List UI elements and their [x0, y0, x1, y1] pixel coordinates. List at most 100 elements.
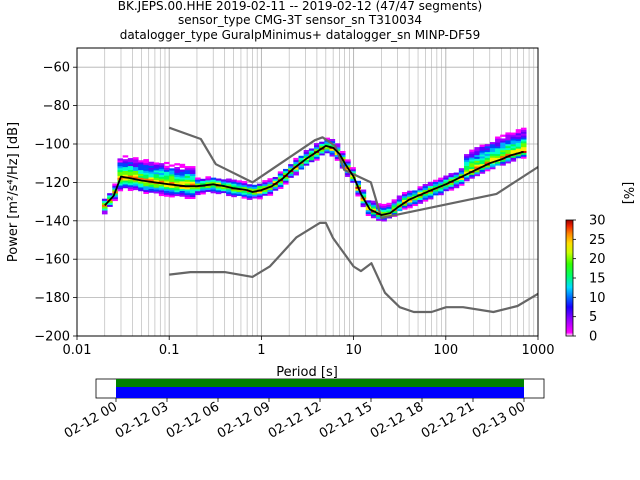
heatmap-cell: [515, 142, 522, 145]
heatmap-cell: [422, 197, 429, 200]
heatmap-cell: [432, 189, 439, 192]
heatmap-cell: [153, 179, 160, 182]
heatmap-cell: [246, 197, 253, 200]
heatmap-cell: [122, 170, 129, 173]
heatmap-cell: [174, 178, 180, 181]
heatmap-cell: [251, 192, 258, 195]
heatmap-cell: [510, 151, 517, 154]
heatmap-cell: [101, 212, 108, 215]
heatmap-cell: [438, 187, 444, 190]
heatmap-cell: [158, 188, 165, 191]
heatmap-cell: [386, 202, 393, 206]
heatmap-cell: [308, 159, 315, 163]
heatmap-cell: [184, 179, 191, 182]
heatmap-cell: [122, 186, 129, 189]
heatmap-cell: [474, 152, 480, 156]
heatmap-cell: [355, 182, 362, 185]
heatmap-cell: [298, 163, 305, 166]
heatmap-cell: [401, 197, 408, 201]
heatmap-cell: [484, 149, 491, 153]
y-tick-label: −140: [34, 214, 70, 229]
heatmap-cell: [510, 144, 517, 147]
heatmap-cell: [277, 184, 284, 188]
heatmap-cell: [189, 183, 196, 186]
heatmap-cell: [401, 193, 408, 197]
heatmap-cell: [355, 180, 362, 184]
heatmap-cell: [138, 185, 144, 188]
heatmap-cell: [117, 164, 124, 167]
heatmap-cell: [520, 127, 527, 130]
heatmap-cell: [469, 176, 475, 179]
heatmap-cell: [474, 149, 480, 152]
heatmap-cell: [220, 190, 227, 194]
heatmap-cell: [169, 164, 175, 167]
heatmap-cell: [164, 177, 170, 180]
heatmap-cell: [184, 168, 191, 171]
heatmap-cell: [184, 191, 191, 194]
heatmap-cell: [220, 181, 227, 184]
heatmap-cell: [448, 186, 455, 189]
heatmap-cell: [179, 188, 186, 191]
heatmap-cell: [117, 160, 124, 163]
heatmap-cell: [520, 146, 527, 150]
heatmap-cell: [241, 186, 248, 190]
heatmap-cell: [127, 188, 134, 192]
heatmap-cell: [189, 179, 196, 182]
heatmap-cell: [101, 208, 108, 211]
heatmap-cell: [505, 157, 512, 160]
heatmap-cell: [520, 137, 527, 140]
heatmap-cell: [138, 165, 144, 169]
time-tick-label: 02-12 12: [266, 399, 324, 441]
heatmap-cell: [210, 189, 217, 192]
heatmap-cell: [200, 178, 206, 182]
heatmap-cell: [458, 183, 465, 186]
heatmap-cell: [112, 198, 118, 202]
heatmap-cell: [401, 199, 408, 202]
heatmap-cell: [510, 134, 517, 137]
heatmap-cell: [143, 166, 149, 169]
heatmap-cell: [308, 148, 315, 151]
heatmap-cell: [132, 182, 139, 185]
heatmap-cell: [127, 171, 134, 174]
heatmap-cell: [153, 162, 160, 165]
heatmap-cell: [267, 193, 274, 196]
heatmap-cell: [360, 204, 367, 208]
heatmap-cell: [101, 210, 108, 213]
heatmap-cell: [189, 192, 196, 196]
heatmap-cell: [381, 205, 387, 209]
heatmap-cell: [132, 157, 139, 160]
y-tick-label: −180: [34, 291, 70, 306]
heatmap-cell: [386, 204, 393, 207]
heatmap-cell: [370, 200, 377, 203]
heatmap-cell: [432, 183, 439, 186]
heatmap-cell: [169, 177, 175, 181]
data-coverage-bar: [95, 378, 545, 399]
heatmap-cell: [293, 171, 299, 174]
heatmap-cell: [427, 187, 434, 190]
heatmap-cell: [153, 189, 160, 192]
heatmap-cell: [158, 184, 165, 187]
heatmap-cell: [205, 187, 212, 191]
heatmap-cell: [127, 179, 134, 182]
heatmap-cell: [484, 157, 491, 160]
heatmap-cell: [303, 159, 310, 162]
heatmap-cell: [417, 192, 424, 195]
heatmap-cell: [179, 179, 186, 182]
heatmap-cell: [117, 173, 124, 176]
heatmap-cell: [469, 172, 475, 175]
heatmap-cell: [360, 193, 367, 196]
heatmap-cell: [427, 193, 434, 196]
heatmap-cell: [505, 161, 512, 164]
heatmap-cell: [422, 184, 429, 187]
heatmap-cell: [458, 170, 465, 173]
heatmap-cell: [164, 173, 170, 176]
heatmap-cell: [469, 163, 475, 166]
heatmap-cell: [329, 148, 336, 151]
heatmap-cell: [169, 170, 175, 173]
heatmap-cell: [464, 154, 470, 157]
y-axis-ticks: −60 −80 −100 −120 −140 −160 −180 −200: [34, 61, 77, 345]
heatmap-cell: [246, 195, 253, 198]
heatmap-cell: [314, 143, 320, 146]
heatmap-cell: [469, 155, 475, 158]
